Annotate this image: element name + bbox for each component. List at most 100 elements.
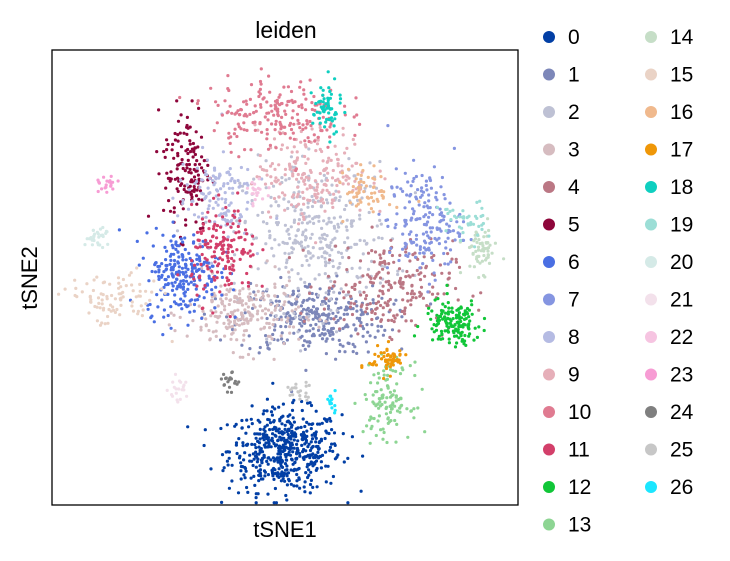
point [221,215,225,219]
point [279,315,283,319]
point [181,201,185,206]
point [318,147,322,151]
point [206,207,210,211]
point [282,303,286,307]
point [335,183,339,188]
point [372,181,376,185]
point [382,259,387,263]
legend-entry-21: 21 [645,289,693,312]
point [92,278,96,282]
point [242,473,246,477]
point [282,448,286,453]
point [431,285,435,289]
point [298,315,303,320]
point [326,104,331,108]
point [307,176,311,181]
point [443,305,447,309]
legend-label: 15 [670,64,693,87]
point [235,382,239,386]
point [165,388,169,392]
point [345,268,349,272]
point [207,219,211,223]
point [265,169,269,173]
point [327,331,331,335]
point [421,190,426,194]
point [389,238,393,242]
point [363,310,368,314]
point [371,393,375,397]
point [350,224,354,228]
point [429,302,433,306]
point [341,219,345,224]
point [171,142,175,146]
point [224,297,228,301]
point [418,278,423,282]
point [388,335,392,339]
point [174,247,178,251]
point [168,262,172,266]
point [135,266,139,270]
point [398,253,402,257]
point [109,174,113,178]
point [307,383,311,387]
point [285,464,289,468]
point [244,191,248,195]
point [98,323,103,327]
point [162,315,166,319]
point [208,199,212,203]
point [271,405,275,409]
point [100,298,104,302]
point [483,230,487,234]
point [428,177,432,181]
point [355,195,359,199]
point [288,331,292,335]
point [388,395,393,399]
point [286,85,290,89]
point [93,304,97,309]
point [288,393,292,397]
point [273,486,277,491]
point [188,139,192,143]
point [443,329,447,333]
point [222,466,226,470]
point [242,182,246,186]
point [370,259,374,263]
point [481,221,485,226]
point [241,287,245,291]
point [297,466,301,471]
point [193,152,197,157]
point [179,145,184,149]
point [249,83,254,87]
point [350,221,354,225]
point [328,125,332,129]
point [285,319,289,323]
point [399,397,403,401]
point [308,329,312,333]
point [210,299,214,303]
point [240,299,244,303]
point [196,173,200,177]
point [403,309,407,313]
point [141,308,145,312]
point [404,353,408,357]
point [182,131,186,135]
point [475,233,480,237]
point [472,265,476,269]
point [447,224,451,228]
point [313,310,317,314]
point [256,492,260,496]
point [329,220,333,224]
point [433,278,437,282]
point [284,458,288,462]
point [417,272,421,276]
point [413,373,417,378]
point [117,292,121,296]
point [487,234,491,238]
point [184,279,189,283]
point [181,162,185,166]
legend-entry-25: 25 [645,439,693,462]
point [345,218,349,222]
point [74,286,78,290]
point [293,461,297,465]
point [308,448,313,453]
